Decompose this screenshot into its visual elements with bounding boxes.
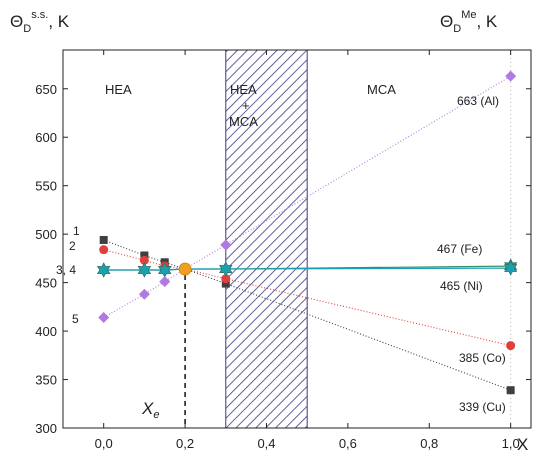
y-axis-title-left: ΘDs.s., K	[10, 9, 70, 35]
y-left-unit: , K	[48, 12, 69, 31]
x-tick-label: 0,4	[257, 436, 275, 451]
y-axis: 300 350 400 450 500 550 600 650	[35, 82, 531, 436]
y-right-sup: Me	[461, 9, 476, 21]
data-point-4	[137, 262, 152, 278]
y-left-main: Θ	[10, 12, 23, 31]
xe-label: Xe	[141, 399, 159, 421]
end-point-5	[505, 70, 517, 82]
intersection-point	[178, 262, 192, 276]
series-line-1	[103, 239, 511, 391]
end-point-4	[504, 260, 518, 276]
series-line-2	[103, 249, 511, 347]
y-right-sub: D	[453, 23, 461, 35]
data-point-5	[98, 312, 110, 324]
annot-ni: 465 (Ni)	[440, 279, 483, 293]
y-right-unit: , K	[476, 12, 497, 31]
x-tick-label: 0,0	[95, 436, 113, 451]
xe-sub: e	[153, 409, 159, 421]
data-point-1	[221, 279, 230, 288]
x-axis: 0,0 0,2 0,4 0,6 0,8 1,0	[95, 50, 520, 451]
region-label-mca: MCA	[367, 82, 396, 97]
y-tick-label: 350	[35, 373, 57, 388]
y-tick-label: 450	[35, 276, 57, 291]
region-label-mixed-3: MCA	[229, 114, 258, 129]
y-tick-label: 400	[35, 324, 57, 339]
data-point-1	[140, 251, 149, 260]
plot-frame	[62, 49, 532, 429]
xe-main: X	[141, 399, 154, 418]
region-label-mixed-1: HEA	[230, 82, 257, 97]
x-tick-label: 0,8	[420, 436, 438, 451]
y-tick-label: 600	[35, 130, 57, 145]
data-point-4	[97, 262, 111, 278]
region-label-mixed-2: +	[242, 98, 250, 113]
data-point-4	[219, 261, 233, 277]
hatched-region	[225, 49, 308, 429]
annot-fe: 467 (Fe)	[437, 242, 482, 256]
data-point-1	[99, 235, 108, 244]
data-point-2	[139, 255, 149, 265]
y-tick-label: 500	[35, 227, 57, 242]
data-point-5	[159, 276, 171, 288]
data-point-2	[221, 274, 231, 284]
x-tick-label: 0,2	[176, 436, 194, 451]
y-tick-label: 650	[35, 82, 57, 97]
series-label-5: 5	[72, 312, 79, 326]
series-label-1: 1	[73, 224, 80, 238]
series-lines	[103, 75, 511, 391]
annot-al: 663 (Al)	[457, 94, 499, 108]
y-tick-label: 300	[35, 421, 57, 436]
y-left-sup: s.s.	[31, 9, 48, 21]
series-label-34: 3, 4	[56, 263, 76, 277]
annot-co: 385 (Co)	[459, 351, 506, 365]
series-line-5	[103, 75, 511, 318]
x-axis-title: X	[517, 435, 528, 454]
end-point-1	[506, 386, 515, 395]
data-point-2	[99, 245, 109, 255]
data-point-5	[220, 239, 232, 251]
y-tick-label: 550	[35, 179, 57, 194]
x-tick-label: 1,0	[502, 436, 520, 451]
end-point-2	[506, 341, 516, 351]
y-right-main: Θ	[440, 12, 453, 31]
annot-cu: 339 (Cu)	[459, 400, 506, 414]
y-left-sub: D	[23, 23, 31, 35]
region-label-hea: HEA	[105, 82, 132, 97]
markers	[97, 70, 518, 395]
data-point-5	[138, 288, 150, 300]
x-tick-label: 0,6	[339, 436, 357, 451]
series-label-2: 2	[69, 239, 76, 253]
series-line-4	[103, 267, 511, 271]
y-axis-title-right: ΘDMe, K	[440, 9, 498, 35]
